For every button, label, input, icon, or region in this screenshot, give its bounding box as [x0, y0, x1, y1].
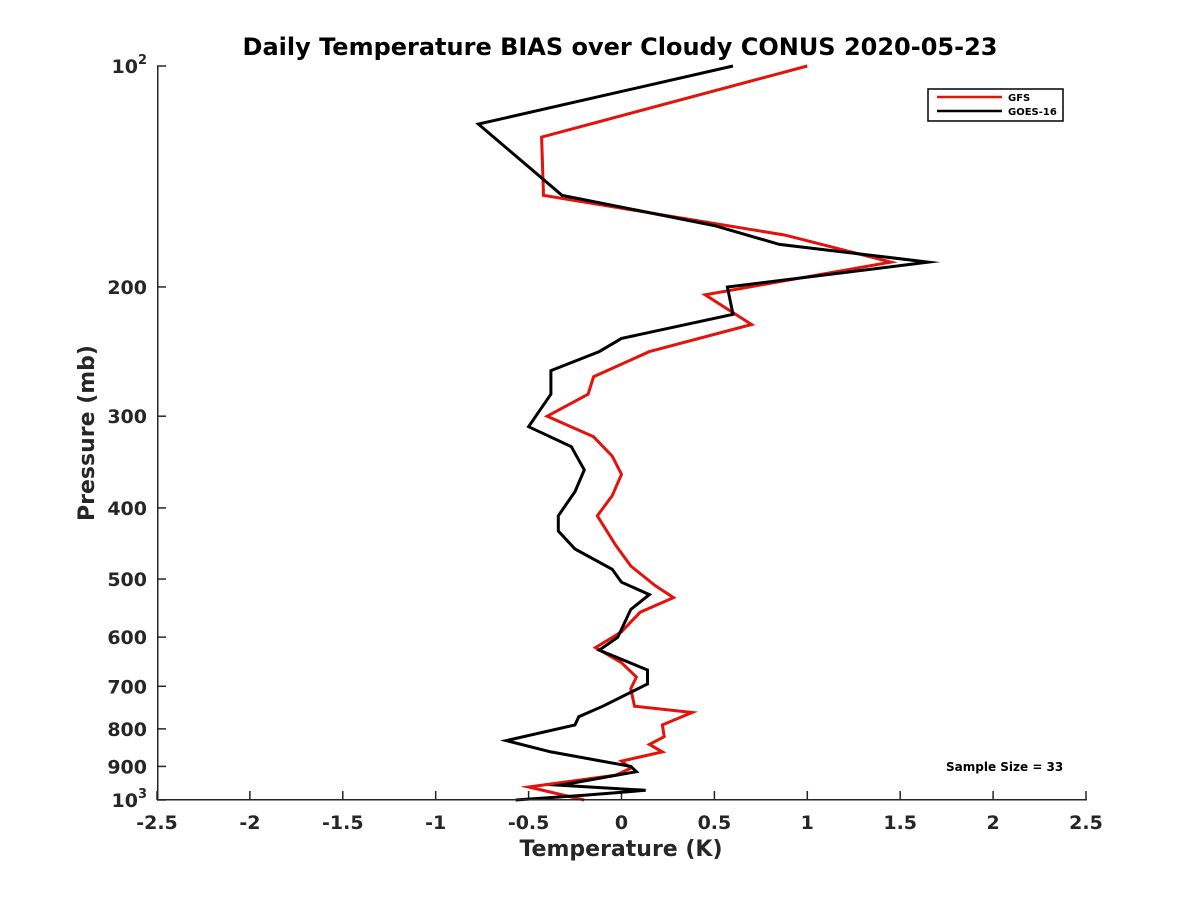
- x-tick-label: 1: [801, 812, 814, 834]
- legend-box: [927, 88, 1064, 122]
- series-line-gfs: [520, 64, 899, 802]
- y-tick-label: 600: [107, 627, 147, 649]
- x-tick-label: 2.5: [1069, 812, 1103, 834]
- y-tick-label: 103: [112, 787, 148, 812]
- y-tick-label: 400: [107, 498, 147, 520]
- sample-size-annotation: Sample Size = 33: [946, 760, 1063, 774]
- legend-label-gfs: GFS: [1008, 93, 1030, 104]
- x-tick-label: 0: [615, 812, 628, 834]
- x-tick-label: -0.5: [508, 812, 550, 834]
- series-line-goes16: [475, 64, 941, 802]
- x-tick-label: -1: [425, 812, 446, 834]
- x-tick-label: -2.5: [136, 812, 178, 834]
- legend: GFS GOES-16: [927, 88, 1064, 122]
- axis-ticks: -2.5 -2 -1.5 -1 -0.5 0 0.5 1 1.5 2 2.5 102 200 300 400…: [107, 53, 1103, 834]
- y-tick-label: 900: [107, 756, 147, 778]
- plot-frame-left: [157, 66, 159, 800]
- y-tick-label: 102: [112, 53, 148, 78]
- y-tick-label: 800: [107, 719, 147, 741]
- x-tick-label: 0.5: [698, 812, 732, 834]
- x-axis-label: Temperature (K): [519, 837, 722, 862]
- y-tick-label: 300: [107, 406, 147, 428]
- y-axis-label: Pressure (mb): [75, 345, 100, 521]
- x-tick-label: 2: [986, 812, 999, 834]
- chart-title: Daily Temperature BIAS over Cloudy CONUS…: [243, 33, 998, 61]
- x-tick-label: 1.5: [883, 812, 917, 834]
- x-tick-label: -2: [239, 812, 260, 834]
- legend-label-goes16: GOES-16: [1008, 107, 1057, 118]
- plot-frame-bottom: [157, 799, 1087, 801]
- y-tick-label: 700: [107, 676, 147, 698]
- x-tick-label: -1.5: [322, 812, 364, 834]
- y-tick-label: 200: [107, 277, 147, 299]
- plot-series: [475, 64, 941, 802]
- y-tick-label: 500: [107, 569, 147, 591]
